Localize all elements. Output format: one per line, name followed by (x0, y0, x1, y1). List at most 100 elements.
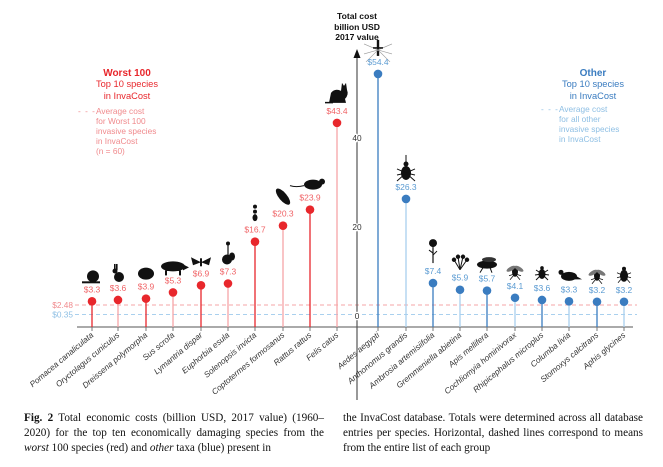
legend-average-other: - - - Average cost for all other invasiv… (541, 104, 619, 144)
y-tick-label: 20 (352, 222, 362, 232)
value-label: $3.2 (616, 285, 633, 295)
lollipop-dot (332, 118, 342, 128)
lollipop-dot (510, 293, 520, 303)
dashed-line-swatch: - - - (541, 104, 559, 114)
mosquito-icon (363, 39, 393, 63)
legend-average-line: in InvaCost (559, 134, 601, 144)
lollipop-dot (564, 297, 574, 306)
lollipop-dot (619, 297, 629, 307)
lollipop-dot (113, 295, 123, 305)
lollipop-dot (592, 297, 602, 307)
y-tick-label: 0 (355, 311, 360, 321)
value-label: $5.3 (165, 275, 182, 285)
legend-line: in InvaCost (569, 90, 617, 101)
legend-worst-100: Worst 100 Top 10 species in InvaCost (82, 68, 172, 102)
legend-line: Top 10 species (95, 79, 159, 90)
legend-other: Other Top 10 species in InvaCost (548, 68, 638, 102)
legend-average-worst-100: - - - Average cost for Worst 100 invasiv… (78, 106, 156, 156)
value-label: $26.3 (395, 182, 417, 192)
value-label: $5.9 (452, 273, 469, 283)
value-label: $23.9 (299, 193, 321, 203)
figure-label: Fig. 2 (24, 412, 54, 424)
lollipop-dot (168, 288, 178, 297)
legend-average-line: (n = 60) (96, 146, 125, 156)
x-tick-label: Lymantria dispar (152, 330, 204, 376)
bee-icon (477, 257, 497, 273)
figure-caption-left: Fig. 2 Total economic costs (billion USD… (24, 411, 324, 456)
value-label: $16.7 (244, 225, 266, 235)
caption-text: Total economic costs (billion USD, 2017 … (24, 412, 324, 439)
caption-italic: worst (24, 442, 49, 454)
legend-line: Top 10 species (561, 79, 625, 90)
lollipop-dot (537, 295, 547, 305)
legend-title: Worst 100 (103, 68, 151, 79)
value-label: $20.3 (272, 209, 294, 219)
y-axis-arrow (353, 49, 361, 58)
termite-icon (275, 188, 291, 205)
value-label: $3.2 (589, 285, 606, 295)
average-label: $2.48 (52, 300, 73, 310)
value-label: $4.1 (507, 281, 524, 291)
value-label: $43.4 (326, 106, 348, 116)
lollipop-dot (196, 280, 206, 290)
value-label: $3.3 (561, 284, 578, 294)
weevil-icon (396, 154, 416, 182)
lollipop-dot (87, 297, 97, 306)
value-label: $3.6 (534, 283, 551, 293)
y-axis-title-line: 2017 value (335, 32, 379, 42)
legend-average-line: Average cost (559, 104, 608, 114)
lollipop-dot (401, 194, 411, 204)
lollipop-dot (250, 237, 260, 246)
ragweed-icon (428, 239, 438, 264)
snail-icon (82, 270, 100, 284)
cat-icon (325, 82, 348, 104)
y-axis-title-line: billion USD (334, 21, 380, 32)
ant-icon (252, 204, 258, 222)
caption-text: 100 species (red) and (48, 442, 150, 454)
caption-text: taxa (blue) present in (173, 442, 272, 454)
stable-fly-icon (588, 269, 606, 285)
boar-icon (161, 261, 189, 276)
legend-average-line: invasive species (559, 124, 620, 134)
legend-title: Other (579, 68, 607, 79)
y-axis-title-line: Total cost (337, 11, 377, 21)
value-label: $7.4 (425, 266, 442, 276)
lollipop-dot (223, 279, 233, 288)
lollipop-dot (428, 278, 438, 288)
mussel-icon (138, 267, 154, 280)
tick-icon (534, 266, 550, 281)
lollipop-dot (373, 69, 383, 79)
lollipop-dot (305, 205, 315, 214)
value-label: $6.9 (193, 268, 210, 278)
dashed-line-swatch: - - - (78, 106, 96, 116)
figure-caption-right: the InvaCost database. Totals were deter… (343, 412, 643, 454)
legend-average-line: invasive species (96, 126, 157, 136)
value-label: $3.6 (110, 283, 127, 293)
lollipop-dot (278, 221, 288, 230)
fungus-icon (451, 254, 470, 271)
y-tick-label: 40 (352, 133, 362, 143)
value-label: $3.3 (84, 284, 101, 294)
value-label: $54.4 (367, 57, 389, 67)
fly-icon (506, 265, 524, 281)
legend-average-line: for all other (559, 114, 601, 124)
legend-average-line: for Worst 100 (96, 116, 146, 126)
legend-average-line: in InvaCost (96, 136, 138, 146)
lollipop-dot (141, 294, 151, 303)
pigeon-icon (558, 269, 582, 281)
spurge-plant-icon (222, 241, 235, 265)
aphid-icon (616, 266, 632, 284)
caption-italic: other (149, 442, 174, 454)
average-label: $0.35 (52, 309, 73, 319)
lollipop-dot (482, 286, 492, 295)
rabbit-icon (112, 263, 124, 282)
rat-icon (289, 178, 325, 190)
y-axis-title: Total cost billion USD 2017 value (312, 11, 402, 43)
value-label: $7.3 (220, 267, 237, 277)
legend-line: in InvaCost (103, 90, 151, 101)
value-label: $3.9 (138, 282, 155, 292)
value-label: $5.7 (479, 274, 496, 284)
legend-average-line: Average cost (96, 106, 145, 116)
moth-icon (191, 257, 211, 267)
